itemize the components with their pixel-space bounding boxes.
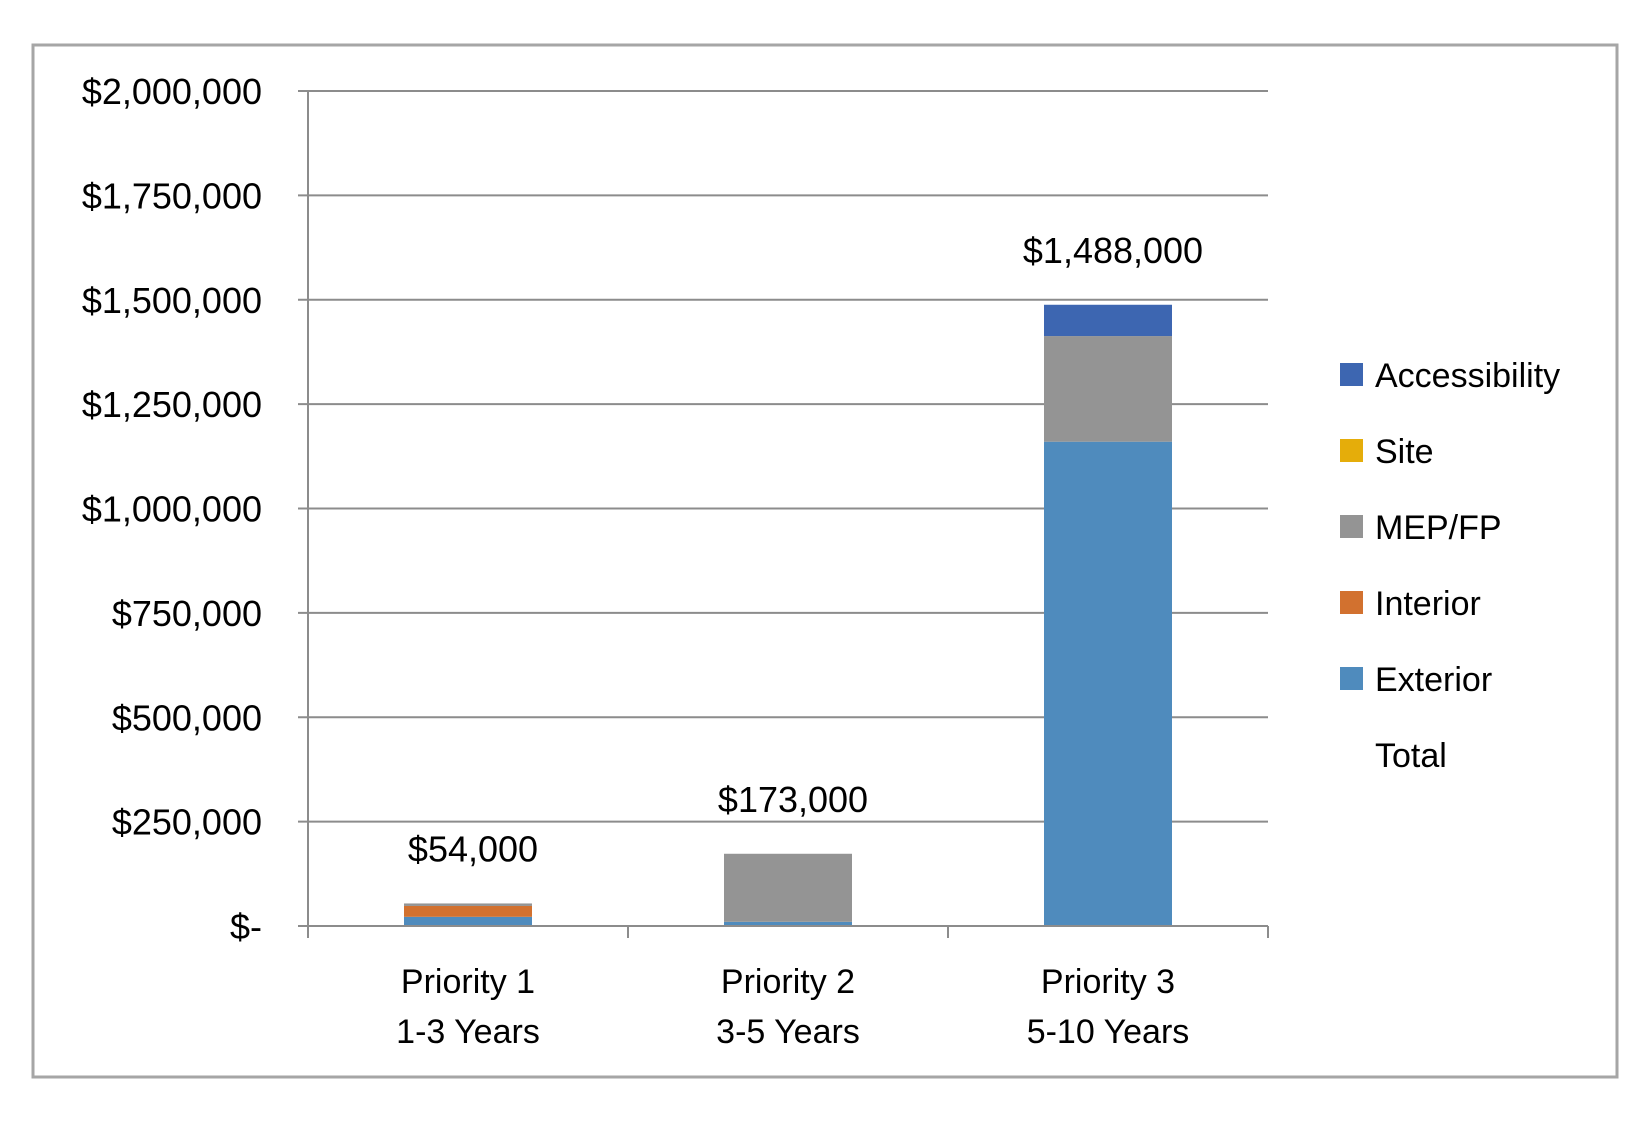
legend-label: Accessibility — [1375, 357, 1560, 395]
bar-segment-accessibility — [1044, 304, 1172, 337]
legend-swatch — [1340, 363, 1363, 386]
bar-segment-interior — [404, 905, 532, 917]
y-axis-tick-labels: $- $250,000 $500,000 $750,000 $1,000,000 $1,2… — [82, 71, 262, 947]
total-data-label: $54,000 — [408, 828, 538, 869]
y-tick-label: $2,000,000 — [82, 71, 262, 112]
bar-segment-exterior — [404, 916, 532, 926]
y-tick-label: $1,500,000 — [82, 280, 262, 321]
legend-label: Interior — [1375, 585, 1481, 623]
legend-label: Exterior — [1375, 661, 1492, 699]
y-tick-label: $1,750,000 — [82, 175, 262, 216]
y-tick-label: $500,000 — [112, 697, 262, 738]
legend-swatch — [1340, 515, 1363, 538]
x-axis-category-labels: Priority 1 1-3 Years Priority 2 3-5 Years Pr… — [396, 963, 1189, 1051]
bar-segment-exterior — [724, 921, 852, 926]
legend-swatch — [1340, 439, 1363, 462]
x-category-label-line1: Priority 1 — [401, 963, 535, 1001]
y-tick-label: $1,000,000 — [82, 489, 262, 530]
total-data-label: $1,488,000 — [1023, 230, 1203, 271]
x-category-label-line2: 5-10 Years — [1027, 1013, 1190, 1051]
legend: Accessibility Site MEP/FP Interior Exterior T… — [1340, 357, 1560, 775]
x-category-label-line2: 3-5 Years — [716, 1013, 860, 1051]
y-tick-label: $750,000 — [112, 593, 262, 634]
y-tick-label: $1,250,000 — [82, 384, 262, 425]
legend-label: Site — [1375, 433, 1434, 471]
x-category-label-line2: 1-3 Years — [396, 1013, 540, 1051]
x-category-label-line1: Priority 2 — [721, 963, 855, 1001]
x-category-label-line1: Priority 3 — [1041, 963, 1175, 1001]
bar-segment-mep-fp — [404, 903, 532, 906]
bar-segment-mep-fp — [1044, 336, 1172, 442]
legend-label: Total — [1375, 737, 1447, 775]
total-data-label: $173,000 — [718, 779, 868, 820]
x-axis — [307, 91, 1269, 938]
legend-swatch — [1340, 591, 1363, 614]
total-data-labels: $54,000 $173,000 $1,488,000 — [408, 230, 1203, 870]
y-tick-label: $250,000 — [112, 802, 262, 843]
bars — [404, 304, 1172, 926]
bar-segment-mep-fp — [724, 853, 852, 922]
bar-segment-exterior — [1044, 441, 1172, 926]
legend-swatch — [1340, 667, 1363, 690]
y-tick-label: $- — [230, 906, 262, 947]
legend-label: MEP/FP — [1375, 509, 1502, 547]
